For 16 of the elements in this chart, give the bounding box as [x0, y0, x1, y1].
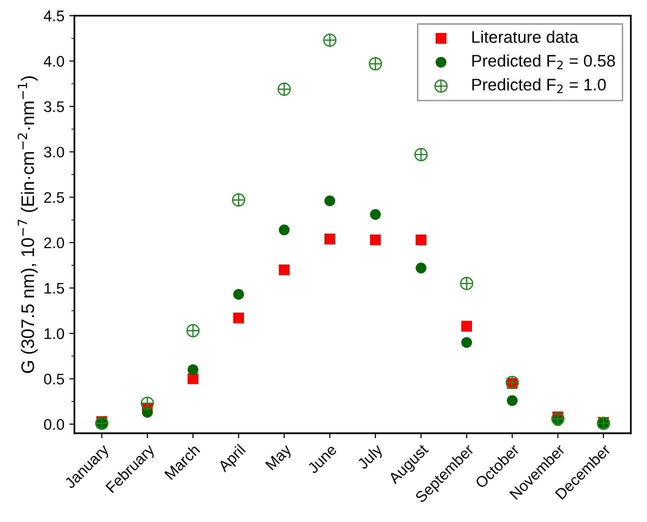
y-axis-title: G (307.5 nm), 10$^{−7}$ (Ein·cm$^{−2}$·nm$^{−1}$): [18, 76, 38, 373]
y-tick-label: 2.5: [44, 192, 64, 203]
y-tick-label: 2.0: [44, 237, 64, 248]
y-tick-label: 1.5: [44, 283, 64, 294]
legend-label: Literature data: [472, 30, 578, 43]
legend-label: Predicted F$_{2}$ = 1.0: [472, 78, 606, 94]
y-tick-label: 1.0: [44, 328, 64, 340]
legend-label: Predicted F$_{2}$ = 0.58: [472, 54, 615, 70]
y-tick-label: 0.0: [44, 419, 64, 430]
y-tick-label: 4.5: [44, 10, 64, 22]
y-tick-label: 3.0: [44, 146, 64, 158]
x-tick-label: May: [265, 443, 294, 473]
y-tick-label: 3.5: [44, 101, 64, 112]
y-tick-label: 4.0: [44, 56, 64, 67]
y-tick-label: 0.5: [44, 374, 64, 384]
x-tick-label: July: [356, 443, 386, 472]
